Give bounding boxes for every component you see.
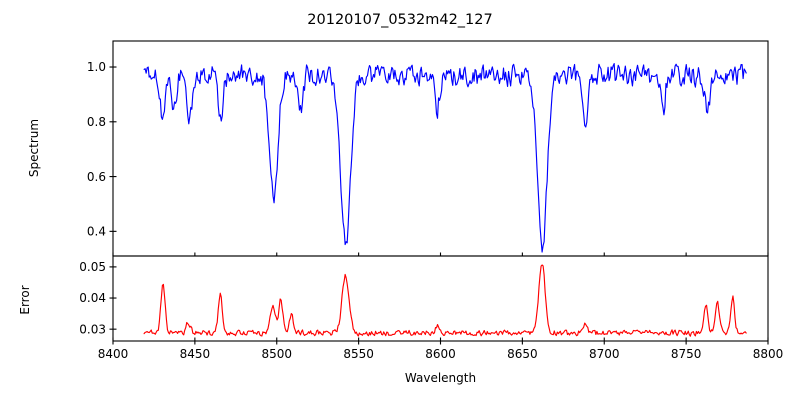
- x-axis-label: Wavelength: [404, 371, 477, 385]
- y-tick-label: 0.03: [79, 322, 106, 336]
- x-tick-label: 8400: [98, 347, 129, 361]
- y-tick-label: 1.0: [87, 60, 106, 74]
- error-panel: 8400 8450 8500 8550 8600 8650 8700 8750 8800 0.03…: [79, 255, 784, 361]
- spectrum-panel: 0.4 0.6 0.8 1.0: [87, 40, 769, 257]
- y-tick-label: 0.4: [87, 225, 106, 239]
- page-title: 20120107_0532m42_127: [307, 12, 493, 28]
- x-tick-label: 8600: [425, 347, 456, 361]
- error-series-line: [143, 264, 747, 337]
- x-tick-label: 8800: [753, 347, 784, 361]
- axes-frame: [112, 255, 769, 342]
- spectrum-series-line: [143, 62, 747, 253]
- y-tick-label: 0.8: [87, 115, 106, 129]
- x-tick-label: 8650: [507, 347, 538, 361]
- y-tick-label: 0.05: [79, 260, 106, 274]
- x-tick-label: 8450: [180, 347, 211, 361]
- x-tick-label: 8700: [589, 347, 620, 361]
- y-tick-label: 0.04: [79, 291, 106, 305]
- x-tick-label: 8550: [343, 347, 374, 361]
- x-tick-label: 8750: [671, 347, 702, 361]
- y-tick-label: 0.6: [87, 170, 106, 184]
- x-tick-label: 8500: [261, 347, 292, 361]
